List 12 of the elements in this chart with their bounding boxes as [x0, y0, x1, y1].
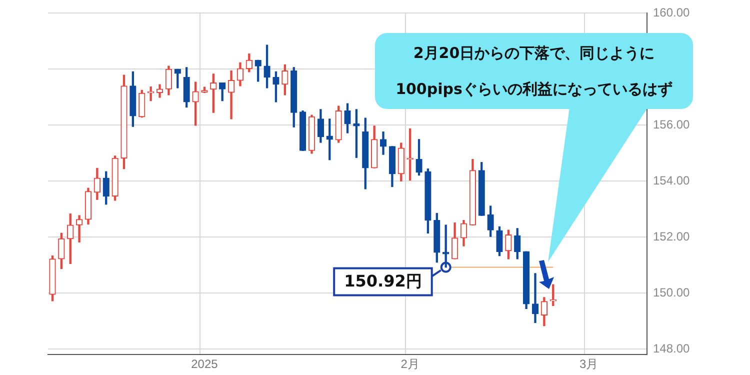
- y-tick-label: 160.00: [653, 6, 690, 20]
- ref-line-label: 150.92円: [344, 271, 422, 290]
- y-tick-label: 148.00: [653, 341, 690, 356]
- candlestick: [532, 273, 539, 324]
- text: 2月20日からの下落で、同じように 100pipsぐらいの利益になっているはず: [396, 44, 672, 98]
- y-tick-label: 156.00: [653, 117, 690, 132]
- x-tick-label: 2025: [191, 357, 218, 372]
- y-tick-label: 154.00: [653, 173, 690, 188]
- y-tick-label: 152.00: [653, 229, 690, 244]
- x-tick-label: 2月: [400, 357, 420, 372]
- y-tick-label: 150.00: [653, 285, 690, 300]
- x-tick-label: 3月: [580, 357, 598, 372]
